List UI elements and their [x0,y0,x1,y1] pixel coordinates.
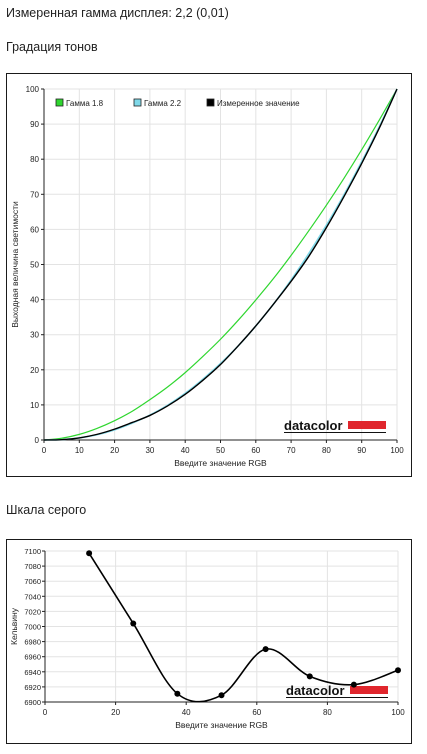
tone-legend-swatch-2 [133,98,142,107]
gray-series-point [130,620,137,627]
tone-series-line-1 [43,88,398,441]
tone-y-tick-label: 60 [30,225,39,234]
gray-chart: 0 20 40 60 80 100 6900 6920 6940 6960 6980 7000 7020… [9,547,405,730]
tone-legend-label-2: Гамма 2.2 [144,99,182,108]
gray-series-point [350,681,357,688]
datacolor-logo-bar [348,421,386,429]
datacolor-logo-text: datacolor [284,418,343,433]
tone-chart-panel: 0 10 20 30 40 50 60 70 80 90 100 0 10 20 30 40 50 60 70 80 9… [6,73,412,477]
datacolor-logo: datacolor [286,683,388,698]
tone-legend-swatch-3 [206,98,215,107]
gray-y-tick-label: 7020 [24,607,41,616]
gray-y-axis-label: Кельвину [9,607,19,645]
tone-legend-label-1: Гамма 1.8 [66,99,104,108]
gray-series-point [86,550,93,557]
tone-y-axis-label: Выходная величина светимости [10,201,20,328]
tone-y-tick-label: 30 [30,331,39,340]
tone-x-tick-label: 60 [251,446,260,455]
tone-y-tick-label: 100 [26,85,40,94]
tone-y-tick-label: 90 [30,120,39,129]
gray-x-tick-label: 100 [391,708,405,717]
gray-x-tick-label: 0 [43,708,48,717]
tone-y-tick-label: 0 [35,436,40,445]
gray-y-tick-label: 7100 [24,547,41,556]
tone-x-axis-label: Введите значение RGB [174,458,267,468]
tone-legend-swatch-1 [55,98,64,107]
tone-x-tick-label: 70 [287,446,296,455]
gray-x-tick-label: 60 [252,708,261,717]
tone-x-tick-label: 10 [75,446,84,455]
tone-y-tick-label: 70 [30,190,39,199]
gray-y-tick-label: 6940 [24,668,41,677]
tone-series-line-3 [43,88,398,441]
tone-legend-label-3: Измеренное значение [217,99,300,108]
datacolor-logo-bar [350,686,388,694]
tone-x-tick-label: 40 [181,446,190,455]
tone-chart: 0 10 20 30 40 50 60 70 80 90 100 0 10 20 30 40 50 60 70 80 9… [10,85,404,468]
gray-chart-panel: 0 20 40 60 80 100 6900 6920 6940 6960 6980 7000 7020… [6,539,412,744]
gray-y-tick-label: 6920 [24,683,41,692]
gray-section-title: Шкала серого [6,503,87,517]
tone-y-tick-label: 10 [30,401,39,410]
tone-grid [43,88,398,441]
gray-series-point [395,667,401,674]
gray-series-point [306,673,313,680]
gray-series-point [174,690,181,697]
tone-x-tick-label: 90 [357,446,366,455]
tone-x-tick-label: 80 [322,446,331,455]
gray-x-tick-label: 40 [182,708,191,717]
tone-y-tick-label: 40 [30,296,39,305]
gray-x-axis-label: Введите значение RGB [175,720,268,730]
gray-x-tick-label: 20 [111,708,120,717]
gray-y-tick-label: 7080 [24,562,41,571]
gray-series-point [262,646,269,653]
tone-x-tick-label: 30 [145,446,154,455]
tone-section-title: Градация тонов [6,40,98,54]
gray-x-tick-label: 80 [323,708,332,717]
tone-y-tick-label: 50 [30,261,39,270]
gray-grid [44,550,399,703]
gray-y-tick-label: 6980 [24,638,41,647]
datacolor-logo: datacolor [284,418,386,433]
gray-y-tick-label: 6900 [24,698,41,707]
gray-series-point [218,692,225,699]
gray-y-tick-label: 6960 [24,653,41,662]
datacolor-logo-text: datacolor [286,683,345,698]
tone-x-tick-label: 20 [110,446,119,455]
tone-x-tick-label: 50 [216,446,225,455]
gray-y-tick-label: 7060 [24,577,41,586]
tone-x-tick-label: 0 [42,446,47,455]
tone-x-tick-label: 100 [390,446,404,455]
gray-y-tick-label: 7040 [24,592,41,601]
gray-series-line [88,552,399,703]
tone-y-tick-label: 20 [30,366,39,375]
tone-y-tick-label: 80 [30,155,39,164]
measured-gamma-label: Измеренная гамма дисплея: 2,2 (0,01) [6,6,229,20]
gray-y-tick-label: 7000 [24,623,41,632]
